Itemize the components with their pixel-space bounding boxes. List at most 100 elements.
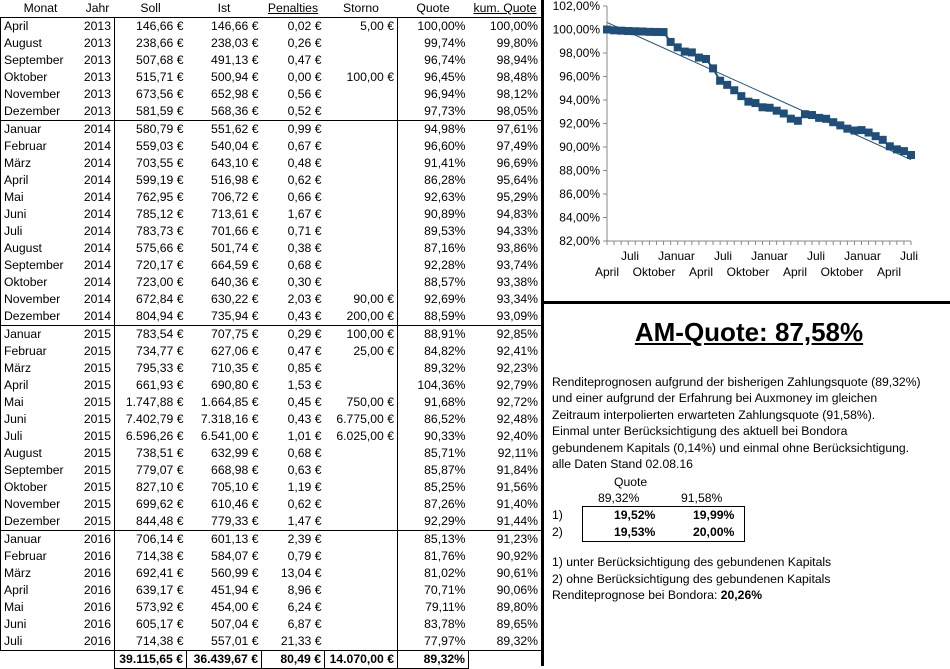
cell-quote[interactable]: 92,63%: [424, 190, 466, 204]
cell-soll[interactable]: 580,79 €: [114, 120, 187, 138]
cell-soll[interactable]: 723,00 €: [136, 275, 184, 289]
cell-kum-quote[interactable]: 91,44%: [468, 513, 542, 531]
cell-kum-quote[interactable]: 92,72%: [468, 394, 542, 411]
cell-penalties[interactable]: 0,47 €: [287, 344, 322, 358]
cell-soll[interactable]: 673,56 €: [136, 87, 184, 101]
cell-kum-quote[interactable]: 95,29%: [468, 189, 542, 206]
cell-ist[interactable]: 454,00 €: [211, 600, 259, 614]
cell-month[interactable]: April: [0, 17, 81, 35]
cell-storno[interactable]: [324, 616, 398, 633]
cell-penalties[interactable]: 0,68 €: [287, 258, 322, 272]
cell-soll[interactable]: 762,95 €: [136, 190, 184, 204]
cell-month[interactable]: November: [0, 291, 81, 308]
cell-soll[interactable]: 605,17 €: [136, 617, 184, 631]
cell-kum-quote[interactable]: 92,41%: [468, 343, 542, 360]
cell-year[interactable]: 2014: [80, 257, 115, 274]
cell-kum-quote[interactable]: 92,79%: [468, 377, 542, 394]
cell-penalties[interactable]: 8,96 €: [287, 583, 322, 597]
cell-quote[interactable]: 88,57%: [424, 275, 466, 289]
cell-ist[interactable]: 540,04 €: [211, 139, 259, 153]
cell-year[interactable]: 2014: [80, 138, 115, 155]
cell-month[interactable]: September: [0, 257, 81, 274]
cell-month[interactable]: Februar: [0, 548, 81, 565]
cell-soll[interactable]: 1.747,88 €: [125, 395, 184, 409]
cell-month[interactable]: September: [0, 52, 81, 69]
cell-kum-quote[interactable]: 93,74%: [468, 257, 542, 274]
cell-year[interactable]: 2016: [80, 530, 115, 548]
cell-storno[interactable]: [324, 172, 398, 189]
cell-kum-quote[interactable]: 92,23%: [468, 360, 542, 377]
cell-penalties[interactable]: 2,39 €: [261, 530, 325, 548]
cell-kum-quote[interactable]: 97,61%: [468, 120, 542, 138]
cell-quote[interactable]: 86,28%: [424, 173, 466, 187]
cell-soll[interactable]: 714,38 €: [136, 634, 184, 648]
cell-month[interactable]: März: [0, 155, 81, 172]
cell-soll[interactable]: 575,66 €: [136, 241, 184, 255]
cell-year[interactable]: 2016: [80, 582, 115, 599]
cell-ist[interactable]: 6.541,00 €: [200, 429, 259, 443]
cell-ist[interactable]: 557,01 €: [211, 634, 259, 648]
cell-ist[interactable]: 146,66 €: [186, 17, 262, 35]
cell-quote[interactable]: 99,74%: [424, 36, 466, 50]
cell-quote[interactable]: 90,33%: [424, 429, 466, 443]
cell-year[interactable]: 2015: [80, 479, 115, 496]
cell-penalties[interactable]: 0,62 €: [287, 173, 322, 187]
cell-kum-quote[interactable]: 93,86%: [468, 240, 542, 257]
cell-storno[interactable]: [324, 52, 398, 69]
cell-year[interactable]: 2015: [80, 377, 115, 394]
cell-soll[interactable]: 146,66 €: [114, 17, 187, 35]
cell-kum-quote[interactable]: 90,92%: [468, 548, 542, 565]
cell-year[interactable]: 2016: [80, 599, 115, 616]
cell-year[interactable]: 2014: [80, 172, 115, 189]
cell-storno[interactable]: [324, 530, 398, 548]
cell-quote[interactable]: 90,89%: [424, 207, 466, 221]
cell-quote[interactable]: 91,68%: [424, 395, 466, 409]
cell-kum-quote[interactable]: 94,83%: [468, 206, 542, 223]
cell-soll[interactable]: 844,48 €: [136, 514, 184, 528]
total-storno[interactable]: 14.070,00 €: [324, 650, 398, 669]
cell-ist[interactable]: 735,94 €: [211, 309, 259, 323]
cell-soll[interactable]: 706,14 €: [114, 530, 187, 548]
cell-quote[interactable]: 97,73%: [424, 104, 466, 118]
cell-penalties[interactable]: 0,45 €: [287, 395, 322, 409]
cell-month[interactable]: Dezember: [0, 513, 81, 531]
cell-year[interactable]: 2014: [80, 240, 115, 257]
cell-quote[interactable]: 87,16%: [424, 241, 466, 255]
cell-penalties[interactable]: 1,53 €: [287, 378, 322, 392]
cell-ist[interactable]: 706,72 €: [211, 190, 259, 204]
col-header-storno[interactable]: Storno: [324, 0, 398, 18]
cell-kum-quote[interactable]: 100,00%: [468, 17, 542, 35]
cell-year[interactable]: 2014: [80, 189, 115, 206]
cell-year[interactable]: 2014: [80, 291, 115, 308]
cell-month[interactable]: Juli: [0, 428, 81, 445]
cell-ist[interactable]: 238,03 €: [211, 36, 259, 50]
cell-storno[interactable]: [324, 360, 398, 377]
cell-penalties[interactable]: 0,26 €: [287, 36, 322, 50]
cell-kum-quote[interactable]: 99,80%: [468, 35, 542, 52]
cell-penalties[interactable]: 1,01 €: [287, 429, 322, 443]
cell-soll[interactable]: 783,73 €: [136, 224, 184, 238]
total-soll[interactable]: 39.115,65 €: [114, 650, 187, 669]
cell-storno[interactable]: [324, 103, 398, 121]
cell-penalties[interactable]: 2,03 €: [287, 292, 322, 306]
cell-storno[interactable]: [324, 86, 398, 103]
cell-month[interactable]: Januar: [0, 325, 81, 343]
cell-penalties[interactable]: 0,62 €: [287, 497, 322, 511]
cell-soll[interactable]: 639,17 €: [136, 583, 184, 597]
cell-ist[interactable]: 627,06 €: [211, 344, 259, 358]
total-ist[interactable]: 36.439,67 €: [186, 650, 262, 669]
cell-quote[interactable]: 87,26%: [424, 497, 466, 511]
cell-year[interactable]: 2014: [80, 308, 115, 326]
cell-year[interactable]: 2013: [80, 17, 115, 35]
cell-year[interactable]: 2015: [80, 343, 115, 360]
cell-quote[interactable]: 96,94%: [424, 87, 466, 101]
cell-ist[interactable]: 630,22 €: [211, 292, 259, 306]
cell-soll[interactable]: 783,54 €: [114, 325, 187, 343]
cell-ist[interactable]: 491,13 €: [211, 53, 259, 67]
cell-ist[interactable]: 664,59 €: [211, 258, 259, 272]
cell-ist[interactable]: 643,10 €: [211, 156, 259, 170]
cell-soll[interactable]: 507,68 €: [136, 53, 184, 67]
cell-ist[interactable]: 1.664,85 €: [200, 395, 259, 409]
cell-kum-quote[interactable]: 98,12%: [468, 86, 542, 103]
cell-penalties[interactable]: 0,63 €: [287, 463, 322, 477]
